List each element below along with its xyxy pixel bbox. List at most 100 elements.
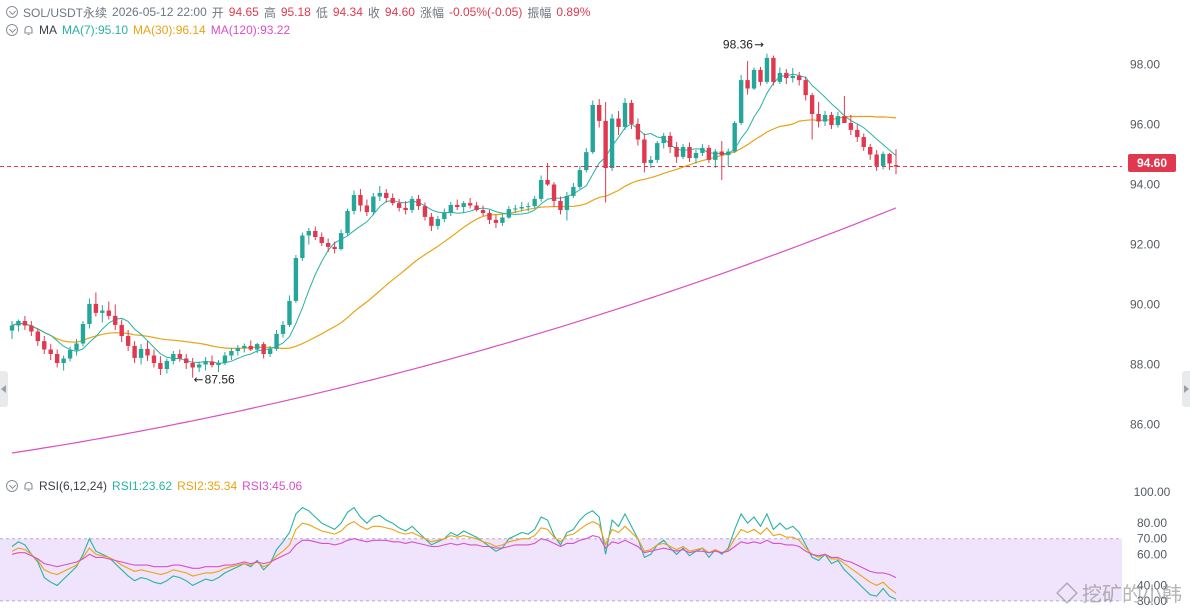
candle <box>248 340 253 351</box>
candle-body <box>435 219 441 226</box>
candle-body <box>325 243 331 247</box>
candle <box>332 241 337 254</box>
candle-body <box>693 153 699 159</box>
candle <box>455 199 460 210</box>
candle <box>222 351 228 366</box>
ma7-value: MA(7):95.10 <box>62 23 129 37</box>
candle-body <box>493 219 499 223</box>
candle-body <box>596 105 602 121</box>
candle-body <box>758 69 763 82</box>
candle-body <box>35 331 41 342</box>
candle-body <box>629 102 634 124</box>
candle-body <box>577 170 583 187</box>
candle <box>474 201 479 212</box>
candle <box>500 214 505 226</box>
collapse-chevron-icon[interactable] <box>6 24 18 36</box>
moving-average-lines <box>11 73 897 454</box>
candle-body <box>726 151 731 156</box>
candle-body <box>300 235 305 258</box>
candle <box>242 343 247 353</box>
candle-body <box>338 233 344 249</box>
candle <box>797 72 802 86</box>
bell-icon[interactable] <box>23 25 34 36</box>
candle-body <box>500 217 505 223</box>
candle-body <box>564 195 570 210</box>
candle <box>61 355 66 371</box>
candle-body <box>822 114 828 122</box>
candle <box>164 358 170 374</box>
candle <box>125 330 131 351</box>
rsi1-value: RSI1:23.62 <box>112 479 173 493</box>
candle <box>390 193 395 206</box>
ma7-line <box>11 73 897 364</box>
candle-body <box>196 364 202 368</box>
candle-body <box>545 180 550 185</box>
candle-body <box>532 198 537 207</box>
candle <box>571 183 576 198</box>
candle <box>848 114 854 135</box>
candle-body <box>448 204 453 213</box>
candle-body <box>113 315 118 325</box>
candle-body <box>487 213 492 220</box>
candle-body <box>655 143 660 160</box>
candle-body <box>616 118 621 127</box>
candle <box>829 111 834 129</box>
candle-body <box>293 258 299 301</box>
candle-body <box>9 325 15 331</box>
rsi-tick-label: 40.00 <box>1137 578 1167 592</box>
scroll-right-arrow-icon[interactable] <box>1182 371 1190 407</box>
candle-body <box>764 57 770 82</box>
candle-body <box>738 80 744 123</box>
candle <box>280 321 286 338</box>
candle-body <box>209 361 215 366</box>
rsi-tick-label: 60.00 <box>1137 547 1167 561</box>
candle-body <box>222 355 228 363</box>
candle-body <box>364 205 370 213</box>
candle-body <box>261 344 266 354</box>
price-tick-label: 88.00 <box>1130 358 1160 372</box>
collapse-chevron-icon[interactable] <box>6 480 18 492</box>
symbol-label: SOL/USDT永续 <box>23 5 108 20</box>
candle <box>590 100 595 154</box>
candle-body <box>661 135 666 144</box>
close-value: 94.60 <box>384 5 415 19</box>
candle <box>758 66 763 86</box>
candle <box>171 351 176 365</box>
candle-body <box>203 361 208 365</box>
candle <box>513 204 518 213</box>
candle <box>861 133 866 151</box>
candle <box>429 213 434 231</box>
candle-body <box>358 195 363 206</box>
amplitude-value: 0.89% <box>556 5 591 19</box>
rsi3-value: RSI3:45.06 <box>242 479 303 493</box>
candle-body <box>416 198 421 207</box>
candle <box>803 76 808 101</box>
low-label: 低 <box>315 5 328 20</box>
candle-body <box>622 102 628 127</box>
candle-body <box>255 344 260 350</box>
candle <box>209 355 215 368</box>
candle-body <box>313 231 318 237</box>
candle <box>855 124 860 142</box>
candle-body <box>513 208 518 210</box>
scroll-left-arrow-icon[interactable] <box>0 371 8 407</box>
rsi1-line <box>11 506 897 600</box>
candle <box>16 319 21 332</box>
candle <box>784 69 789 84</box>
candle-body <box>751 69 757 89</box>
candle <box>822 111 828 126</box>
candle-body <box>29 325 34 332</box>
candle-body <box>138 348 144 358</box>
bell-icon[interactable] <box>23 481 34 492</box>
candle-body <box>422 206 428 217</box>
collapse-chevron-icon[interactable] <box>6 6 18 18</box>
candle-body <box>429 216 434 226</box>
candle <box>351 190 357 215</box>
low-value: 94.34 <box>332 5 363 19</box>
candle <box>184 354 189 369</box>
candle-body <box>171 354 176 361</box>
candle <box>345 208 350 236</box>
candle <box>648 156 653 168</box>
candle <box>442 208 447 222</box>
